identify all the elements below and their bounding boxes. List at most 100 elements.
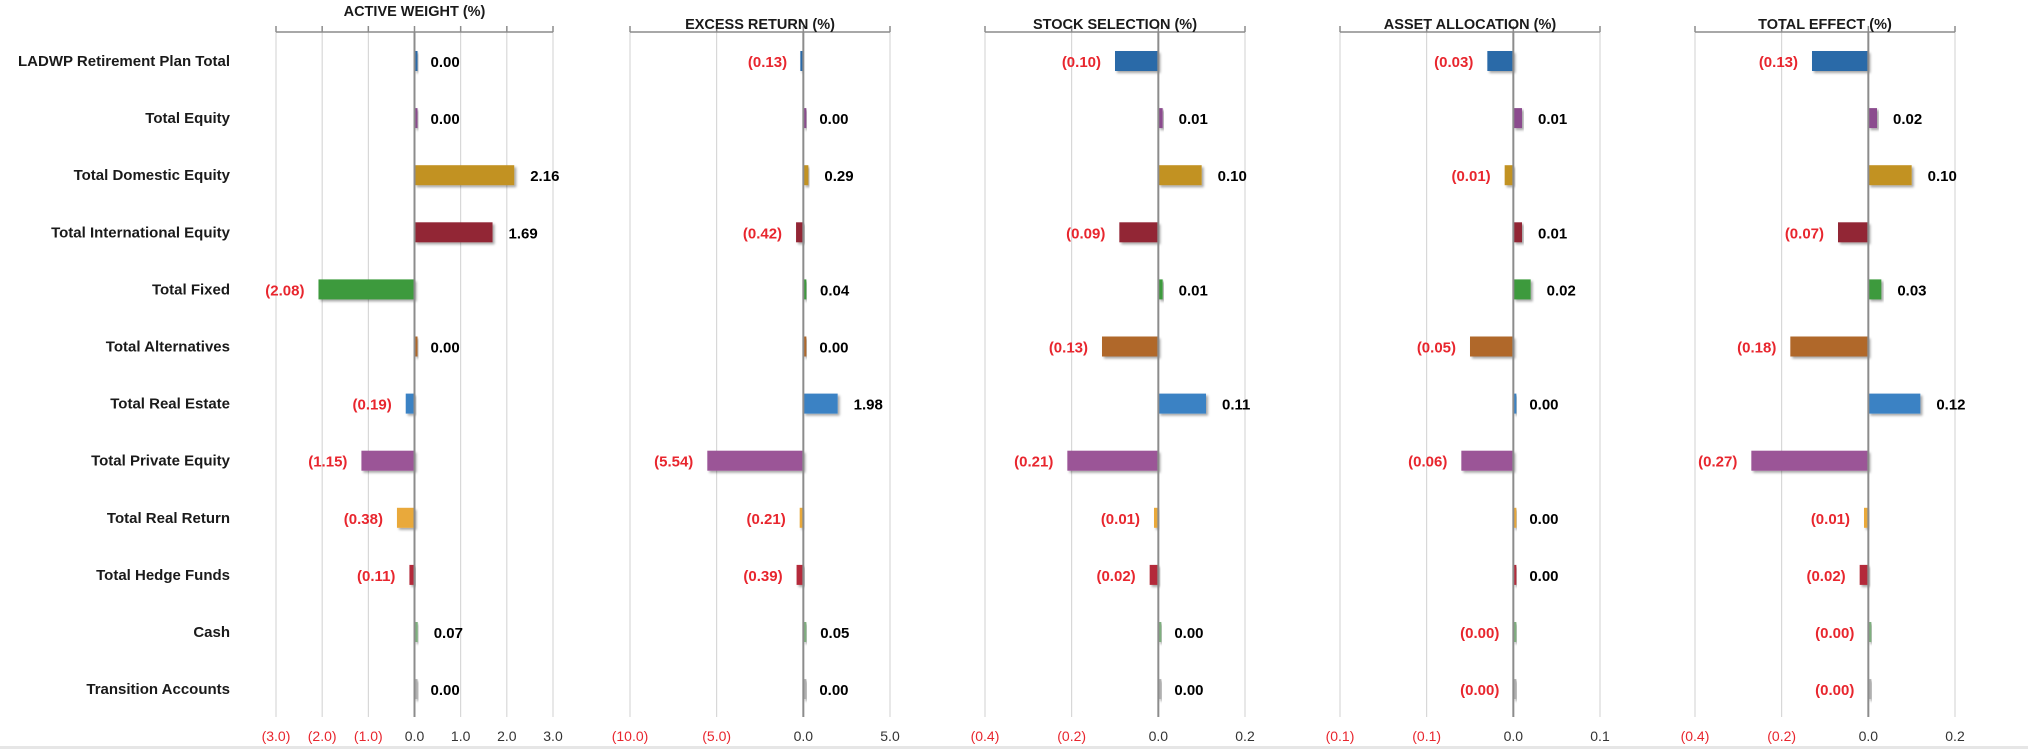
tick-label: 0.0 bbox=[1149, 728, 1169, 744]
tick-label: 5.0 bbox=[880, 728, 900, 744]
tick-label: 1.0 bbox=[451, 728, 471, 744]
data-label: (1.15) bbox=[308, 454, 347, 471]
tick-label: (1.0) bbox=[354, 728, 383, 744]
bar bbox=[414, 51, 418, 71]
data-label: 0.07 bbox=[434, 625, 463, 642]
data-label: 0.00 bbox=[431, 340, 460, 357]
data-label: 1.98 bbox=[854, 397, 883, 414]
data-label: (0.00) bbox=[1815, 625, 1854, 642]
data-label: (0.19) bbox=[353, 397, 392, 414]
bar bbox=[405, 393, 415, 414]
bar bbox=[1513, 679, 1517, 700]
tick-label: 0.0 bbox=[1504, 728, 1524, 744]
data-label: (0.01) bbox=[1101, 511, 1140, 528]
bar bbox=[1859, 564, 1869, 585]
panel-title: ASSET ALLOCATION (%) bbox=[1384, 17, 1557, 33]
bar bbox=[803, 679, 807, 700]
data-label: 0.02 bbox=[1547, 282, 1576, 299]
category-label: Total Domestic Equity bbox=[74, 167, 231, 184]
tick-label: 2.0 bbox=[497, 728, 517, 744]
data-label: (0.38) bbox=[344, 511, 383, 528]
data-label: (0.00) bbox=[1460, 682, 1499, 699]
data-label: (0.21) bbox=[1014, 454, 1053, 471]
bar bbox=[1158, 165, 1202, 186]
data-label: (0.27) bbox=[1698, 454, 1737, 471]
bar bbox=[800, 51, 804, 71]
bar bbox=[1868, 393, 1921, 414]
data-label: (0.07) bbox=[1785, 225, 1824, 242]
bar bbox=[414, 222, 493, 243]
tick-label: 0.1 bbox=[1590, 728, 1610, 744]
data-label: (0.10) bbox=[1062, 54, 1101, 71]
bar bbox=[409, 564, 415, 585]
bar bbox=[1470, 336, 1514, 357]
panel-title: STOCK SELECTION (%) bbox=[1033, 17, 1197, 33]
bar bbox=[1149, 564, 1159, 585]
panel-title: ACTIVE WEIGHT (%) bbox=[344, 4, 486, 20]
bar bbox=[1158, 393, 1206, 414]
bar bbox=[1513, 222, 1522, 243]
bar bbox=[796, 564, 804, 585]
bar bbox=[361, 450, 415, 471]
bar bbox=[414, 165, 515, 186]
bar bbox=[414, 336, 418, 357]
data-label: (0.39) bbox=[743, 568, 782, 585]
data-label: 2.16 bbox=[530, 168, 559, 185]
tick-label: (10.0) bbox=[612, 728, 649, 744]
tick-label: 0.0 bbox=[1859, 728, 1879, 744]
data-label: (0.42) bbox=[743, 225, 782, 242]
bar bbox=[803, 393, 838, 414]
bar bbox=[803, 165, 809, 186]
data-label: 0.05 bbox=[820, 625, 849, 642]
data-label: (0.11) bbox=[357, 568, 395, 585]
bar bbox=[414, 108, 418, 129]
panel-title: TOTAL EFFECT (%) bbox=[1758, 17, 1892, 33]
tick-label: (0.1) bbox=[1412, 728, 1441, 744]
data-label: (0.06) bbox=[1408, 454, 1447, 471]
bar bbox=[1504, 165, 1514, 186]
bar bbox=[1513, 279, 1531, 300]
bar bbox=[1115, 51, 1159, 71]
bar bbox=[796, 222, 804, 243]
tick-label: 0.0 bbox=[794, 728, 814, 744]
data-label: 0.00 bbox=[819, 340, 848, 357]
bottom-divider bbox=[0, 746, 2028, 749]
bar bbox=[1067, 450, 1159, 471]
bar bbox=[414, 679, 418, 700]
data-label: 0.01 bbox=[1179, 282, 1208, 299]
data-label: 0.00 bbox=[1529, 397, 1558, 414]
bar bbox=[1102, 336, 1159, 357]
category-label: Total Real Estate bbox=[110, 396, 230, 413]
bar bbox=[1864, 507, 1869, 528]
data-label: (5.54) bbox=[654, 454, 693, 471]
data-label: (0.00) bbox=[1460, 625, 1499, 642]
category-label: Total Real Return bbox=[107, 510, 230, 527]
data-label: 0.01 bbox=[1538, 225, 1567, 242]
tick-label: (0.4) bbox=[1681, 728, 1710, 744]
data-label: 0.04 bbox=[820, 282, 850, 299]
bar bbox=[1790, 336, 1869, 357]
panel-excess-return: EXCESS RETURN (%) (10.0) (5.0) 0.0 5.0 (0.13)… bbox=[612, 17, 900, 744]
bar bbox=[396, 507, 415, 528]
bar bbox=[414, 622, 418, 642]
bar bbox=[1158, 108, 1163, 129]
tick-label: 0.0 bbox=[405, 728, 425, 744]
data-label: 0.00 bbox=[431, 682, 460, 699]
data-label: 0.00 bbox=[1529, 511, 1558, 528]
data-label: 0.10 bbox=[1218, 168, 1247, 185]
tick-label: 0.2 bbox=[1235, 728, 1255, 744]
bar bbox=[1812, 51, 1869, 71]
data-label: 0.29 bbox=[824, 168, 853, 185]
panel-asset-allocation: ASSET ALLOCATION (%) (0.1) (0.1) 0.0 0.1 (0.0… bbox=[1326, 17, 1610, 744]
data-label: 0.00 bbox=[431, 54, 460, 71]
tick-label: (0.4) bbox=[971, 728, 1000, 744]
bar bbox=[799, 507, 804, 528]
bar bbox=[1513, 622, 1517, 642]
data-label: (0.13) bbox=[1049, 340, 1088, 357]
tick-label: (0.2) bbox=[1057, 728, 1086, 744]
data-label: 0.11 bbox=[1222, 397, 1250, 414]
bar bbox=[1158, 279, 1163, 300]
data-label: 0.01 bbox=[1179, 111, 1208, 128]
tick-label: 3.0 bbox=[543, 728, 563, 744]
